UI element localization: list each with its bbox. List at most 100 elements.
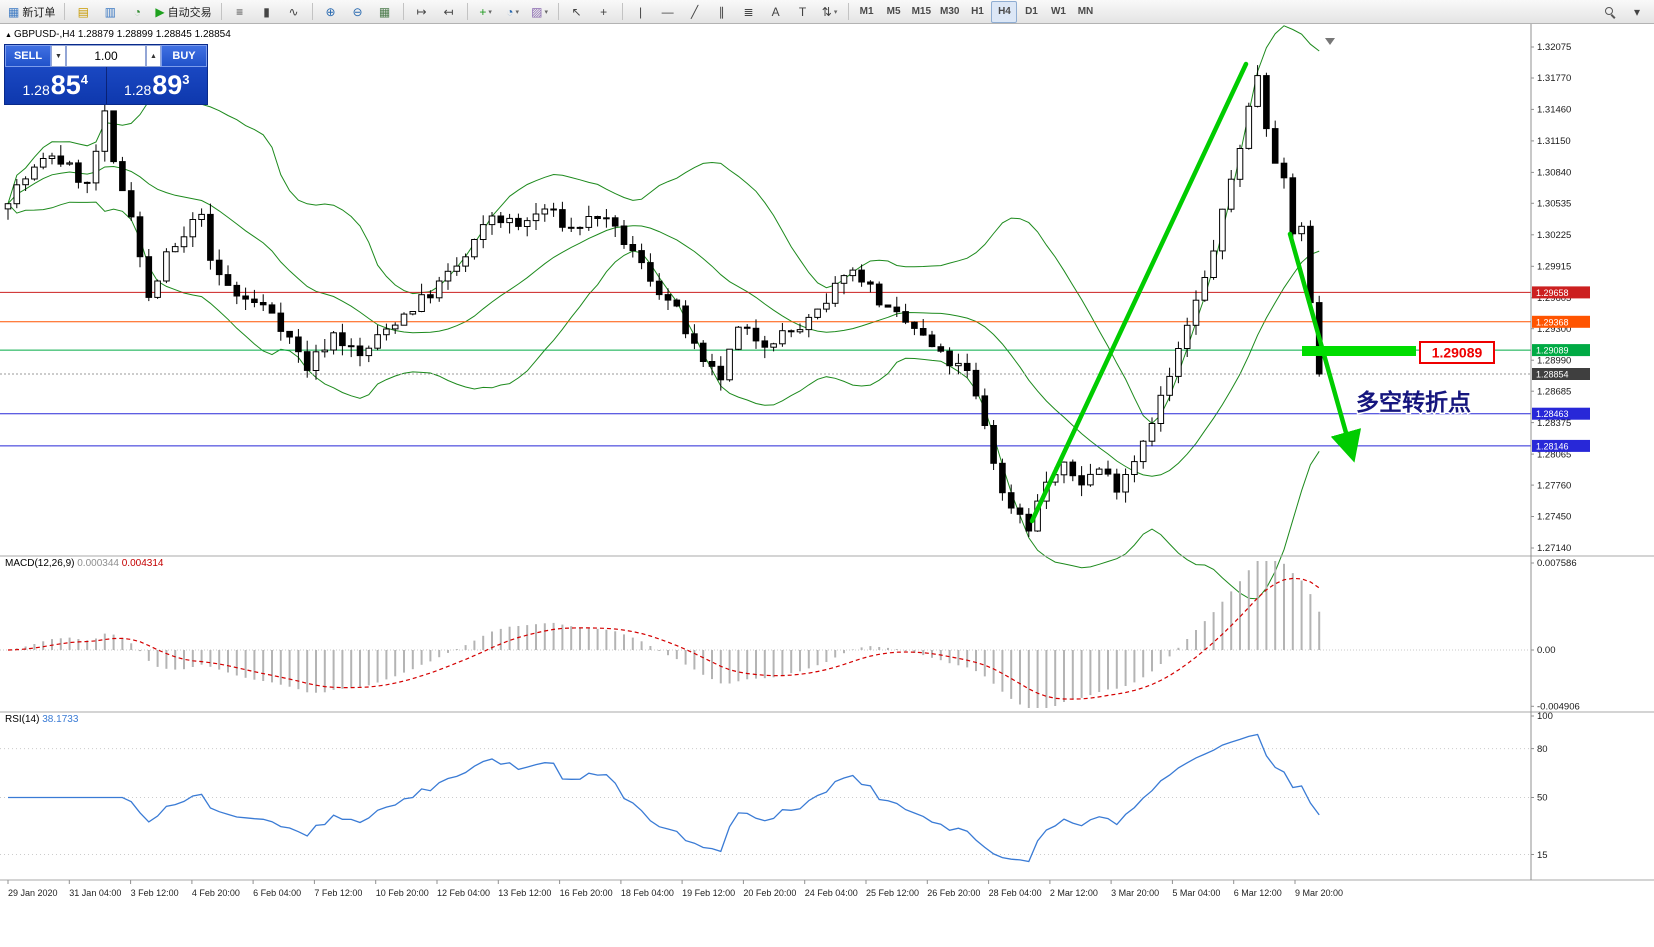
ohlc-text: GBPUSD-,H4 1.28879 1.28899 1.28845 1.288… [13, 29, 231, 40]
svg-text:1.30225: 1.30225 [1537, 230, 1571, 241]
sell-price[interactable]: 1.28 85 4 [5, 67, 107, 104]
tf-m1-button[interactable]: M1 [854, 1, 880, 23]
volume-decrease-button[interactable]: ▼ [51, 45, 66, 67]
symbol-collapse-icon[interactable]: ▲ [5, 32, 12, 39]
history-center-button[interactable]: ◔ [124, 1, 150, 23]
svg-text:1.29915: 1.29915 [1537, 262, 1571, 273]
svg-text:1.28854: 1.28854 [1536, 370, 1569, 380]
tf-w1-button[interactable]: W1 [1045, 1, 1071, 23]
tf-m15-button[interactable]: M15 [908, 1, 935, 23]
trendline-button[interactable]: ╱ [682, 1, 708, 23]
svg-text:1.29658: 1.29658 [1536, 288, 1569, 298]
new-order-icon: ▦ [8, 4, 20, 19]
volume-input[interactable] [66, 45, 146, 67]
history-center-icon: ◔ [133, 4, 141, 19]
svg-text:1.31150: 1.31150 [1537, 136, 1571, 147]
price-tag-1.28463: 1.28463 [1532, 407, 1590, 420]
tf-m5-button[interactable]: M5 [881, 1, 907, 23]
vertical-line-button[interactable]: | [628, 1, 654, 23]
market-watch-icon: ▤ [77, 4, 90, 19]
svg-text:1.32075: 1.32075 [1537, 42, 1571, 53]
svg-text:1.28990: 1.28990 [1537, 355, 1571, 366]
bar-chart-button[interactable]: ≡ [227, 1, 253, 23]
tf-d1-button[interactable]: D1 [1018, 1, 1044, 23]
text-label-button[interactable]: T [790, 1, 816, 23]
toolbar-separator [220, 3, 222, 20]
text-icon: A [771, 4, 780, 19]
horizontal-line-button[interactable]: — [655, 1, 681, 23]
chart-canvas[interactable]: 1.29089 多空转折点 1.32075 1.31770 1.31460 1.31150… [0, 24, 1654, 947]
cursor-button[interactable]: ↖ [564, 1, 590, 23]
line-chart-button[interactable]: ∿ [281, 1, 307, 23]
equidistant-channel-button[interactable]: ∥ [709, 1, 735, 23]
tf-m30-button[interactable]: M30 [936, 1, 963, 23]
crosshair-button[interactable]: + [591, 1, 617, 23]
trend-up-arrow[interactable] [1029, 61, 1249, 524]
price-axis[interactable]: 1.32075 1.31770 1.31460 1.31150 1.30840 1.305… [1531, 42, 1571, 554]
zoom-out-button[interactable]: ⊖ [345, 1, 371, 23]
periods-button[interactable]: ◔ ▾ [500, 1, 526, 23]
svg-text:1.30840: 1.30840 [1537, 168, 1571, 179]
chart-shift-marker-icon[interactable] [1325, 38, 1335, 45]
tf-m1-button-label: M1 [859, 6, 874, 17]
tf-h1-button[interactable]: H1 [964, 1, 990, 23]
chart-shift-button[interactable]: ↤ [436, 1, 462, 23]
autotrading-button[interactable]: ▶ 自动交易 [151, 1, 215, 23]
svg-text:24 Feb 04:00: 24 Feb 04:00 [805, 888, 858, 898]
zoom-in-button[interactable]: ⊕ [318, 1, 344, 23]
buy-price[interactable]: 1.28 89 3 [107, 67, 208, 104]
periods-icon: ◔ [506, 4, 514, 19]
svg-text:28 Feb 04:00: 28 Feb 04:00 [989, 888, 1042, 898]
tf-mn-button[interactable]: MN [1072, 1, 1098, 23]
toolbar-separator [402, 3, 404, 20]
trend-down-arrow[interactable] [1287, 231, 1362, 463]
candlestick-chart-button[interactable]: ▮ [254, 1, 280, 23]
svg-text:1.28463: 1.28463 [1536, 409, 1569, 419]
equidistant-channel-icon: ∥ [718, 4, 725, 19]
indicators-button[interactable]: + ▾ [473, 1, 499, 23]
svg-text:80: 80 [1537, 744, 1548, 755]
time-axis[interactable]: 29 Jan 2020 31 Jan 04:00 3 Feb 12:00 4 Feb … [7, 880, 1343, 898]
buy-button[interactable]: BUY [161, 45, 207, 67]
tf-h4-button[interactable]: H4 [991, 0, 1018, 23]
new-order-button[interactable]: ▦ 新订单 [4, 1, 59, 23]
level-highlight-bar[interactable] [1302, 346, 1416, 356]
tile-windows-button[interactable]: ▦ [372, 1, 398, 23]
turning-point-annotation[interactable]: 多空转折点 [1355, 388, 1473, 417]
svg-text:12 Feb 04:00: 12 Feb 04:00 [437, 888, 490, 898]
volume-increase-button[interactable]: ▲ [146, 45, 161, 67]
svg-text:6 Mar 12:00: 6 Mar 12:00 [1234, 888, 1282, 898]
one-click-trading-panel: SELL ▼ ▲ BUY 1.28 85 4 1.28 89 3 [4, 44, 208, 105]
arrow-tools-button[interactable]: ⇅ ▾ [817, 1, 843, 23]
svg-text:1.30535: 1.30535 [1537, 199, 1571, 210]
rsi-name: RSI(14) [5, 714, 40, 725]
templates-button[interactable]: ▨ ▾ [527, 1, 553, 23]
svg-text:29 Jan 2020: 29 Jan 2020 [8, 888, 58, 898]
buy-price-big: 89 [152, 70, 183, 100]
text-button[interactable]: A [763, 1, 789, 23]
svg-text:5 Mar 04:00: 5 Mar 04:00 [1172, 888, 1220, 898]
svg-text:1.29368: 1.29368 [1536, 317, 1569, 327]
macd-value-main: 0.000344 [77, 558, 119, 569]
auto-scroll-button[interactable]: ↦ [409, 1, 435, 23]
svg-text:100: 100 [1537, 711, 1553, 722]
toolbar-separator [847, 3, 849, 20]
svg-text:0.007586: 0.007586 [1537, 558, 1577, 569]
price-callout-text: 1.29089 [1432, 345, 1483, 361]
fibonacci-button[interactable]: ≣ [736, 1, 762, 23]
sell-button[interactable]: SELL [5, 45, 51, 67]
quick-menu-button[interactable]: ▾ [1624, 1, 1650, 23]
macd-value-signal: 0.004314 [121, 558, 164, 569]
svg-text:1.29089: 1.29089 [1536, 346, 1569, 356]
bollinger-middle-band [7, 165, 1320, 477]
chart-shift-icon: ↤ [443, 4, 454, 19]
data-window-button[interactable]: ▥ [97, 1, 123, 23]
svg-text:6 Feb 04:00: 6 Feb 04:00 [253, 888, 301, 898]
cursor-icon: ↖ [571, 4, 582, 19]
market-watch-button[interactable]: ▤ [70, 1, 96, 23]
price-callout-box[interactable] [1419, 341, 1495, 364]
search-button[interactable] [1597, 1, 1623, 23]
text-label-icon: T [798, 4, 807, 19]
toolbar-separator [311, 3, 313, 20]
